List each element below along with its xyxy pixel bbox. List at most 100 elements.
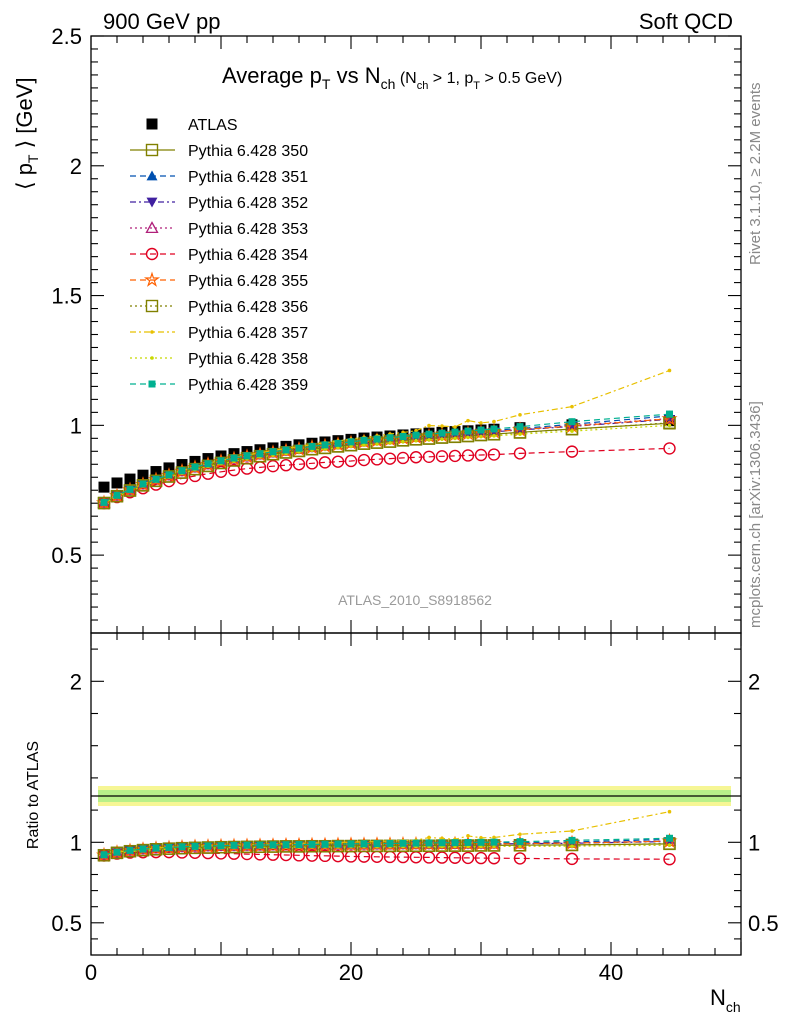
series-10-line (103, 413, 670, 503)
series-8-point (414, 428, 418, 433)
title-main: Average p (222, 63, 322, 88)
series-9-ratio-line (103, 844, 670, 857)
series-0-point (124, 473, 136, 485)
header-right: Soft QCD (639, 9, 733, 34)
series-6-line (103, 418, 670, 504)
series-10-ratio-point (165, 843, 173, 851)
y-axis-label: ⟨ pT ⟩ [GeV] (12, 77, 41, 190)
series-7-line (103, 422, 670, 504)
series-8-ratio-point (492, 835, 496, 840)
mcplots-text: mcplots.cern.ch [arXiv:1306.3436] (747, 401, 764, 628)
series-5-point (318, 456, 332, 469)
series-10-ratio-point (347, 840, 355, 848)
legend-marker-7 (145, 299, 159, 313)
series-10-ratio-point (516, 838, 524, 846)
series-8-point (518, 413, 522, 417)
series-5-point (305, 457, 319, 470)
x-axis-label: Nch (710, 985, 741, 1015)
series-9-point (349, 444, 353, 449)
series-8-point (440, 424, 444, 428)
series-5-point (266, 459, 280, 473)
ratio-y-tick-label: 1 (70, 830, 82, 855)
ratio-y-tick-label-right: 1 (748, 830, 760, 855)
y-tick-label: 1.5 (51, 284, 82, 309)
series-10-ratio-point (399, 839, 407, 847)
series-10-point (113, 491, 121, 499)
series-10-ratio-point (321, 840, 329, 848)
series-8-point (466, 418, 470, 423)
series-8-ratio-point (427, 835, 431, 840)
series-9-point (479, 434, 483, 439)
series-10-ratio-point (217, 842, 225, 850)
series-8-point (479, 421, 483, 425)
series-5-point (240, 462, 254, 475)
series-10-point (139, 480, 147, 488)
series-10-ratio-point (126, 846, 134, 854)
series-5-ratio-point (513, 852, 527, 865)
series-10-ratio-point (386, 839, 394, 847)
series-10-ratio-point (666, 834, 673, 842)
series-10-point (438, 429, 446, 437)
series-2-line (103, 415, 670, 504)
legend-label-9: Pythia 6.428 358 (188, 351, 308, 368)
series-5-ratio-point (279, 848, 293, 862)
title-cut-sub2: T (473, 80, 480, 92)
series-9-ratio-point (570, 844, 574, 848)
series-5-point (513, 447, 527, 460)
ratio-y-tick-label: 0.5 (51, 911, 82, 936)
series-9-point (362, 443, 366, 447)
series-5-point (663, 442, 676, 455)
series-7-ratio-point (201, 841, 215, 854)
series-9-point (518, 432, 522, 436)
legend-marker-2 (146, 170, 158, 181)
series-8-ratio-point (667, 809, 672, 814)
y-tick-label: 0.5 (51, 543, 82, 568)
legend-label-5: Pythia 6.428 354 (188, 247, 308, 264)
series-4-point (662, 411, 677, 424)
series-9-point (466, 435, 470, 440)
series-10-point (256, 450, 264, 458)
series-10-point (412, 431, 420, 439)
series-5-point (422, 450, 436, 464)
series-9-point (401, 439, 405, 444)
series-8-point (570, 404, 574, 409)
title-cut-close: > 0.5 GeV) (480, 70, 562, 87)
series-5-ratio-point (331, 849, 345, 863)
legend-marker-10 (148, 380, 156, 388)
y-tick-label: 1 (70, 413, 82, 438)
legend-marker-3 (146, 197, 158, 208)
series-10-point (178, 467, 186, 475)
series-10-point (425, 430, 433, 438)
series-8-line (103, 369, 670, 504)
series-7-point (123, 484, 137, 497)
legend-item-6: Pythia 6.428 355 (130, 271, 308, 290)
legend-item-4: Pythia 6.428 353 (130, 221, 308, 238)
series-5-point (461, 449, 475, 462)
series-5-point (383, 452, 397, 465)
legend-label-0: ATLAS (188, 117, 238, 134)
y-axis-label-tail: ⟩ [GeV] (12, 77, 37, 154)
legend-marker-6 (143, 271, 161, 287)
legend-item-10: Pythia 6.428 359 (130, 377, 308, 394)
series-0-point (111, 477, 123, 489)
legend-label-7: Pythia 6.428 356 (188, 299, 308, 316)
series-5-point (396, 451, 410, 465)
series-10-ratio-point (438, 839, 446, 847)
series-10-point (100, 498, 108, 506)
series-5-point (214, 465, 228, 478)
series-7-ratio-point (97, 849, 111, 862)
series-5-ratio-point (663, 853, 676, 866)
series-9-point (440, 437, 444, 441)
y-tick-label: 2 (70, 154, 82, 179)
series-9-point (375, 442, 379, 446)
series-10-ratio-point (464, 838, 472, 846)
series-5-ratio-point (305, 849, 319, 862)
title-main-sub: T (322, 76, 331, 92)
x-tick-label: 0 (85, 960, 97, 985)
series-10-ratio-line (103, 837, 670, 856)
title-cut-open: (N (395, 70, 416, 87)
series-10-point (516, 423, 524, 431)
legend-marker-9 (150, 356, 154, 360)
series-10-ratio-point (204, 842, 212, 850)
series-9-point (414, 438, 418, 443)
